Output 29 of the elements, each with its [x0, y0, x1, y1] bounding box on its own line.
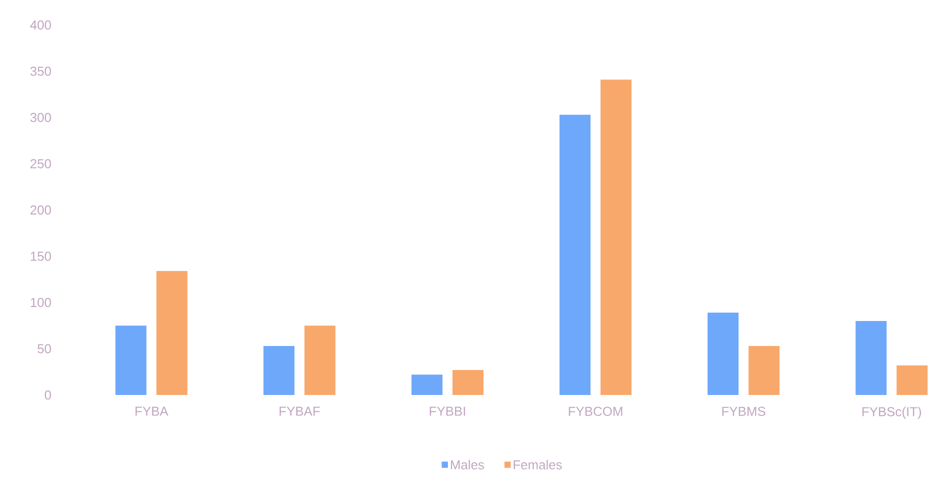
bar [560, 114, 591, 395]
bar [856, 321, 887, 395]
y-tick-label: 50 [38, 344, 51, 354]
y-tick-label: 300 [30, 112, 51, 122]
legend-label: Males [450, 460, 484, 470]
bar [748, 346, 780, 395]
bar [600, 80, 632, 395]
x-tick-label: FYBAF [280, 406, 320, 416]
x-tick-label: FYBCOM [568, 406, 622, 416]
legend-label: Females [514, 460, 562, 470]
y-tick-label: 400 [30, 20, 51, 30]
y-tick-label: 250 [30, 159, 51, 168]
bar [896, 365, 928, 395]
bar [115, 326, 146, 395]
y-tick-label: 200 [30, 205, 51, 215]
bar [156, 271, 188, 395]
bar [411, 374, 442, 395]
y-tick-label: 0 [44, 390, 51, 400]
bar [263, 346, 294, 395]
x-tick-label: FYBBI [430, 406, 466, 416]
bar [708, 312, 739, 395]
y-tick-label: 100 [30, 298, 51, 308]
y-tick-label: 350 [30, 66, 51, 76]
x-tick-label: FYBMS [722, 406, 766, 416]
x-tick-label: FYBSc(IT) [862, 406, 922, 419]
x-tick-label: FYBA [136, 406, 168, 416]
y-tick-label: 150 [30, 252, 51, 261]
bar [452, 370, 484, 395]
bar [304, 326, 336, 395]
